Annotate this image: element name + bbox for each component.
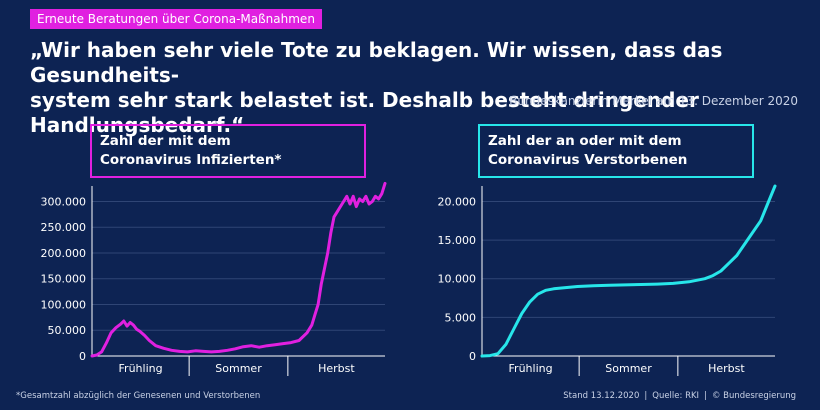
y-tick-label: 200.000 bbox=[41, 247, 87, 260]
y-tick-label: 10.000 bbox=[438, 273, 477, 286]
season-label: Herbst bbox=[708, 362, 745, 375]
season-label: Sommer bbox=[605, 362, 652, 375]
deaths-title-line-1: Zahl der an oder mit dem bbox=[488, 133, 682, 149]
y-tick-label: 250.000 bbox=[41, 221, 87, 234]
footer-stand: Stand 13.12.2020 bbox=[563, 391, 640, 401]
footer-separator: | bbox=[704, 391, 707, 401]
infected-chart: 0 50.000 100.000 150.000 200.000 250.000 300.0… bbox=[41, 181, 387, 376]
season-label: Frühling bbox=[119, 362, 163, 375]
y-tick-label: 300.000 bbox=[41, 195, 87, 208]
y-tick-label: 150.000 bbox=[41, 273, 87, 286]
footer-copyright: © Bundesregierung bbox=[711, 391, 796, 401]
deaths-chart: 0 5.000 10.000 15.000 20.000 Frühling Sommer He… bbox=[438, 184, 777, 376]
season-label: Herbst bbox=[318, 362, 355, 375]
y-tick-label: 100.000 bbox=[41, 298, 87, 311]
y-tick-label: 5.000 bbox=[445, 311, 477, 324]
footnote: *Gesamtzahl abzüglich der Genesenen und … bbox=[16, 391, 261, 401]
deaths-title-line-2: Coronavirus Verstorbenen bbox=[488, 152, 688, 168]
footer-credits: Stand 13.12.2020 | Quelle: RKI | © Bundesreg… bbox=[563, 391, 796, 401]
y-tick-label: 50.000 bbox=[48, 324, 87, 337]
quote: „Wir haben sehr viele Tote zu beklagen. … bbox=[30, 38, 805, 138]
y-tick-label: 20.000 bbox=[438, 195, 477, 208]
series-line bbox=[90, 181, 387, 358]
y-tick-label: 0 bbox=[79, 350, 86, 363]
y-tick-label: 0 bbox=[469, 350, 476, 363]
quote-attribution: Bundeskanzlerin Merkel am 13. Dezember 2… bbox=[509, 94, 798, 108]
deaths-chart-title: Zahl der an oder mit dem Coronavirus Ver… bbox=[478, 124, 754, 178]
footer-source: Quelle: RKI bbox=[652, 391, 700, 401]
infected-title-line-2: Coronavirus Infizierten* bbox=[100, 152, 282, 168]
quote-line-1: „Wir haben sehr viele Tote zu beklagen. … bbox=[30, 38, 723, 87]
y-tick-label: 15.000 bbox=[438, 234, 477, 247]
season-label: Frühling bbox=[509, 362, 553, 375]
topic-tag: Erneute Beratungen über Corona-Maßnahmen bbox=[30, 9, 322, 29]
infected-chart-title: Zahl der mit dem Coronavirus Infizierten… bbox=[90, 124, 366, 178]
season-label: Sommer bbox=[215, 362, 262, 375]
infected-title-line-1: Zahl der mit dem bbox=[100, 133, 231, 149]
series-line bbox=[480, 184, 777, 358]
footer-separator: | bbox=[644, 391, 648, 401]
